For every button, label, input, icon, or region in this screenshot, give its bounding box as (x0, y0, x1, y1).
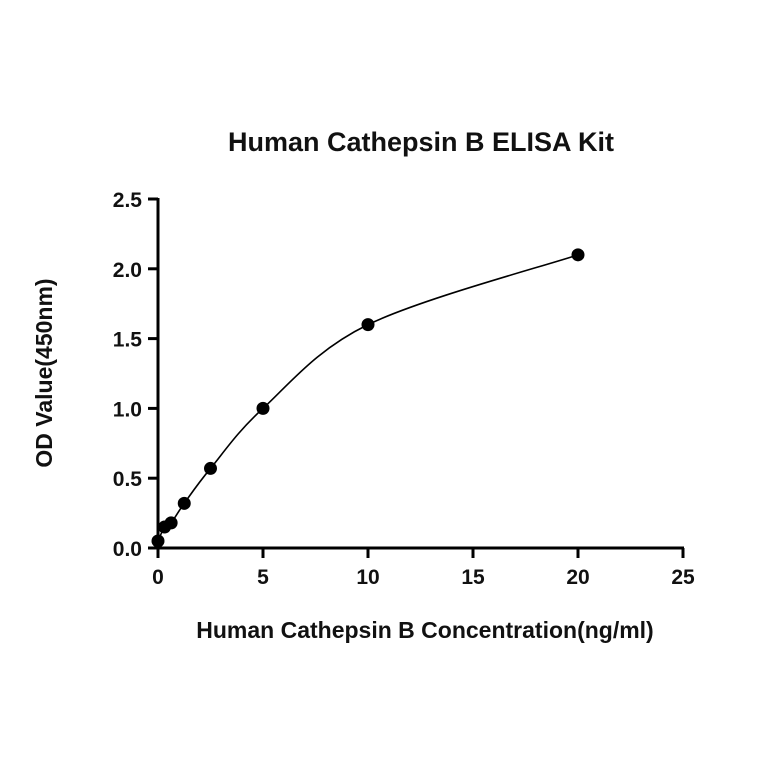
x-tick-label: 5 (257, 566, 269, 589)
data-point (361, 318, 375, 332)
y-tick-label: 1.0 (113, 398, 142, 421)
y-tick-label: 2.0 (113, 259, 142, 282)
x-tick-label: 10 (356, 566, 379, 589)
y-axis-label: OD Value(450nm) (31, 278, 57, 467)
chart-title: Human Cathepsin B ELISA Kit (228, 127, 614, 157)
data-point (256, 401, 270, 415)
data-point (204, 461, 217, 475)
data-point (177, 496, 191, 510)
y-tick-label: 0.5 (113, 468, 143, 491)
x-axis-label: Human Cathepsin B Concentration(ng/ml) (196, 617, 653, 643)
y-tick-label: 0.0 (113, 538, 142, 561)
data-point (571, 248, 585, 262)
y-tick-label: 2.5 (113, 189, 143, 212)
x-tick-label: 20 (566, 566, 589, 589)
fit-curve (157, 254, 579, 542)
y-tick-label: 1.5 (113, 329, 143, 352)
x-tick-label: 0 (152, 566, 164, 589)
x-tick-label: 15 (461, 566, 485, 589)
data-point (164, 516, 178, 530)
data-point (151, 534, 165, 548)
x-tick-label: 25 (671, 566, 695, 589)
